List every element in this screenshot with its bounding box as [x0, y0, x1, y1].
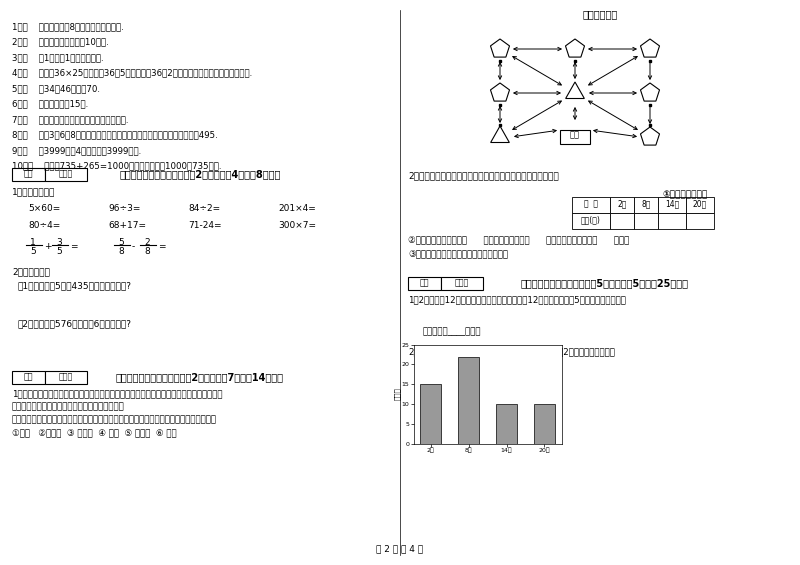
Text: +: +: [44, 242, 51, 251]
Text: 馆和鱼馆的场地分别在动物园的东北角和西北角。: 馆和鱼馆的场地分别在动物园的东北角和西北角。: [12, 402, 125, 411]
Bar: [686, 197, 714, 213]
Text: 2、下面是气温自测仪上记录的某天四个不同时间的气温情况：: 2、下面是气温自测仪上记录的某天四个不同时间的气温情况：: [408, 171, 558, 180]
Text: 得分: 得分: [23, 372, 33, 381]
Polygon shape: [490, 39, 510, 57]
Text: 9．（    ）3999克与4千克相比，3999克重.: 9．（ ）3999克与4千克相比，3999克重.: [12, 146, 142, 155]
Bar: [12, 371, 45, 384]
Text: 14时: 14时: [665, 199, 679, 208]
Text: 8．（    ）用3、6、8这三个数字组成的最大三位数与最小三位数，它们相差495.: 8．（ ）用3、6、8这三个数字组成的最大三位数与最小三位数，它们相差495.: [12, 131, 218, 140]
Bar: [458, 357, 479, 444]
Bar: [12, 168, 45, 181]
Text: 96÷3=: 96÷3=: [108, 204, 140, 213]
Bar: [496, 404, 517, 444]
Text: 8: 8: [144, 247, 150, 256]
Text: 1．2位老师带12位学生去游乐园玩，成人票每张12元，学生票每张5元，一共要多少钱？: 1．2位老师带12位学生去游乐园玩，成人票每张12元，学生票每张5元，一共要多少…: [408, 295, 626, 304]
Text: 5: 5: [30, 247, 36, 256]
Bar: [634, 197, 658, 213]
Text: 评卷人: 评卷人: [455, 278, 469, 287]
Text: 六、活用知识，解决问题（共5小题，每题5分，共25分）。: 六、活用知识，解决问题（共5小题，每题5分，共25分）。: [521, 278, 689, 288]
Text: 8时: 8时: [642, 199, 650, 208]
Text: 时  间: 时 间: [584, 199, 598, 208]
Bar: [686, 213, 714, 229]
Polygon shape: [641, 127, 659, 145]
Bar: [534, 404, 555, 444]
Text: 5．（    ）34与46的和是70.: 5．（ ）34与46的和是70.: [12, 84, 100, 93]
Text: 答：一共要____元钱。: 答：一共要____元钱。: [423, 327, 482, 336]
Text: 4．（    ）计算36×25时，先把36和5相乘，再把36和2相乘，最后把两次乘得的结果相加.: 4．（ ）计算36×25时，先把36和5相乘，再把36和2相乘，最后把两次乘得的…: [12, 68, 252, 77]
Text: =: =: [70, 242, 78, 251]
Text: 四、看清题目，细心计算（共2小题，每题4分，共8分）。: 四、看清题目，细心计算（共2小题，每题4分，共8分）。: [119, 169, 281, 179]
Text: 71-24=: 71-24=: [188, 221, 222, 230]
Text: ②这一天的最高气温是（      ）度，最低气温是（      ）度，平均气温大约（      ）度。: ②这一天的最高气温是（ ）度，最低气温是（ ）度，平均气温大约（ ）度。: [408, 235, 630, 244]
Text: 气温(度): 气温(度): [581, 215, 601, 224]
Text: 评卷人: 评卷人: [59, 372, 73, 381]
Text: 6．（    ）李老师身高15米.: 6．（ ）李老师身高15米.: [12, 99, 88, 108]
Text: 3: 3: [56, 238, 62, 247]
Bar: [441, 277, 483, 290]
Polygon shape: [641, 83, 659, 101]
Bar: [45, 168, 87, 181]
Bar: [634, 213, 658, 229]
Text: 答：他跑了____米。: 答：他跑了____米。: [423, 379, 476, 388]
Bar: [658, 213, 686, 229]
Text: 评卷人: 评卷人: [59, 169, 73, 178]
Bar: [610, 213, 634, 229]
Text: 2、列式计算。: 2、列式计算。: [12, 267, 50, 276]
Text: 5: 5: [118, 238, 124, 247]
Text: 8: 8: [118, 247, 124, 256]
Text: 2．红星小学操场的长是70米，宽比长短5米，亮亮绕着操场跑了2圈，他跑了多少米？: 2．红星小学操场的长是70米，宽比长短5米，亮亮绕着操场跑了2圈，他跑了多少米？: [408, 347, 615, 356]
Text: （1）一个数的5倍是435，这个数是多少?: （1）一个数的5倍是435，这个数是多少?: [17, 281, 131, 290]
Text: -: -: [132, 242, 135, 251]
Bar: [560, 130, 590, 144]
Text: 5: 5: [56, 247, 62, 256]
Polygon shape: [490, 83, 510, 101]
Text: 1、直接写得数。: 1、直接写得数。: [12, 187, 55, 196]
Text: ①狮山   ②熊猫馆  ③ 飞禽馆  ④ 猴园  ⑤ 大象馆  ⑥ 鱼馆: ①狮山 ②熊猫馆 ③ 飞禽馆 ④ 猴园 ⑤ 大象馆 ⑥ 鱼馆: [12, 428, 177, 437]
Bar: [572, 213, 610, 229]
Text: 1．（    ）一个两位乘8，积一定也是两为数.: 1．（ ）一个两位乘8，积一定也是两为数.: [12, 22, 124, 31]
Text: 5×60=: 5×60=: [28, 204, 60, 213]
Y-axis label: （度）: （度）: [394, 388, 400, 401]
Polygon shape: [641, 39, 659, 57]
Text: 2．（    ）小明家客厅面积是10公顷.: 2．（ ）小明家客厅面积是10公顷.: [12, 37, 109, 46]
Text: 201×4=: 201×4=: [278, 204, 316, 213]
Text: （2）被除数是576，除数是6，商是多少?: （2）被除数是576，除数是6，商是多少?: [17, 319, 131, 328]
Text: ③实际算一算，这天的平均气温是多少度？: ③实际算一算，这天的平均气温是多少度？: [408, 249, 508, 258]
Text: 7．（    ）长方形的周长就是它四条边长度的和.: 7．（ ）长方形的周长就是它四条边长度的和.: [12, 115, 129, 124]
Text: 第 2 页 共 4 页: 第 2 页 共 4 页: [377, 544, 423, 553]
Text: 20时: 20时: [693, 199, 707, 208]
Bar: [610, 197, 634, 213]
Text: 得分: 得分: [419, 278, 429, 287]
Bar: [408, 277, 441, 290]
Text: 2: 2: [144, 238, 150, 247]
Bar: [658, 197, 686, 213]
Text: 得分: 得分: [23, 169, 33, 178]
Bar: [572, 197, 610, 213]
Text: 300×7=: 300×7=: [278, 221, 316, 230]
Polygon shape: [566, 39, 585, 57]
Text: 80÷4=: 80÷4=: [28, 221, 60, 230]
Text: =: =: [158, 242, 166, 251]
Bar: [420, 384, 441, 444]
Text: 1、走进动物园大门，正北面是狮子山和熊猫馆，狮子山的东侧是飞禽馆，西侧是猴园。大象: 1、走进动物园大门，正北面是狮子山和熊猫馆，狮子山的东侧是飞禽馆，西侧是猴园。大…: [12, 389, 222, 398]
Text: 大门: 大门: [570, 130, 580, 139]
Text: 10．（    ）根据735+265=1000，可以直接写出1000－735的差.: 10．（ ）根据735+265=1000，可以直接写出1000－735的差.: [12, 162, 222, 171]
Text: 3．（    ）1吨铁与1吨棉花一样重.: 3．（ ）1吨铁与1吨棉花一样重.: [12, 53, 104, 62]
Text: 根据小题的描述，请你把这些动物场馆所在的位置，在动物园的导游图上用序号表示出来。: 根据小题的描述，请你把这些动物场馆所在的位置，在动物园的导游图上用序号表示出来。: [12, 415, 217, 424]
Polygon shape: [490, 126, 510, 142]
Text: 动物园导游图: 动物园导游图: [582, 9, 618, 19]
Text: 84÷2=: 84÷2=: [188, 204, 220, 213]
Polygon shape: [566, 82, 584, 98]
Text: ①根据统计图填表: ①根据统计图填表: [662, 190, 707, 199]
Text: 68+17=: 68+17=: [108, 221, 146, 230]
Text: 1: 1: [30, 238, 36, 247]
Text: 五、认真思考，综合能力（共2小题，每题7分，共14分）。: 五、认真思考，综合能力（共2小题，每题7分，共14分）。: [116, 372, 284, 382]
Bar: [45, 371, 87, 384]
Text: 2时: 2时: [618, 199, 626, 208]
